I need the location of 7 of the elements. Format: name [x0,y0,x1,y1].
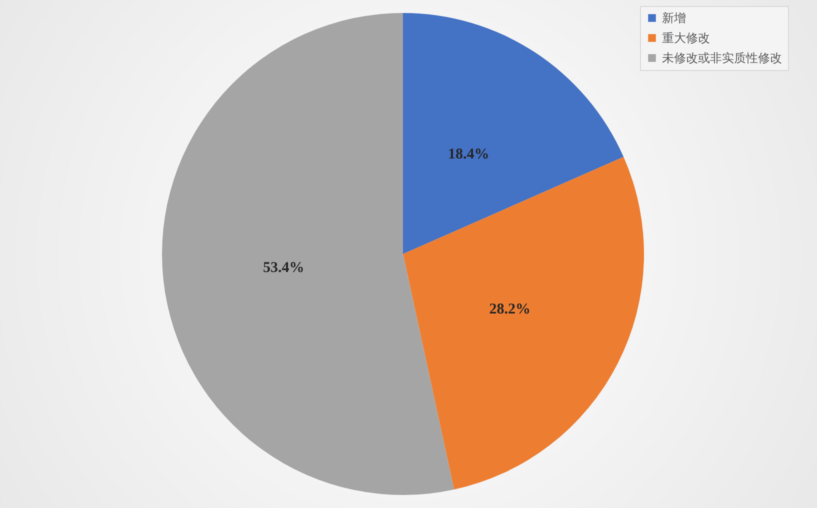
data-label: 53.4% [263,260,304,276]
legend-label: 重大修改 [662,31,710,45]
pie-slice [403,13,624,254]
data-label: 28.2% [489,301,531,318]
legend-label: 未修改或非实质性修改 [662,51,782,65]
legend-label: 新增 [662,11,686,25]
data-label: 18.4% [448,146,490,162]
